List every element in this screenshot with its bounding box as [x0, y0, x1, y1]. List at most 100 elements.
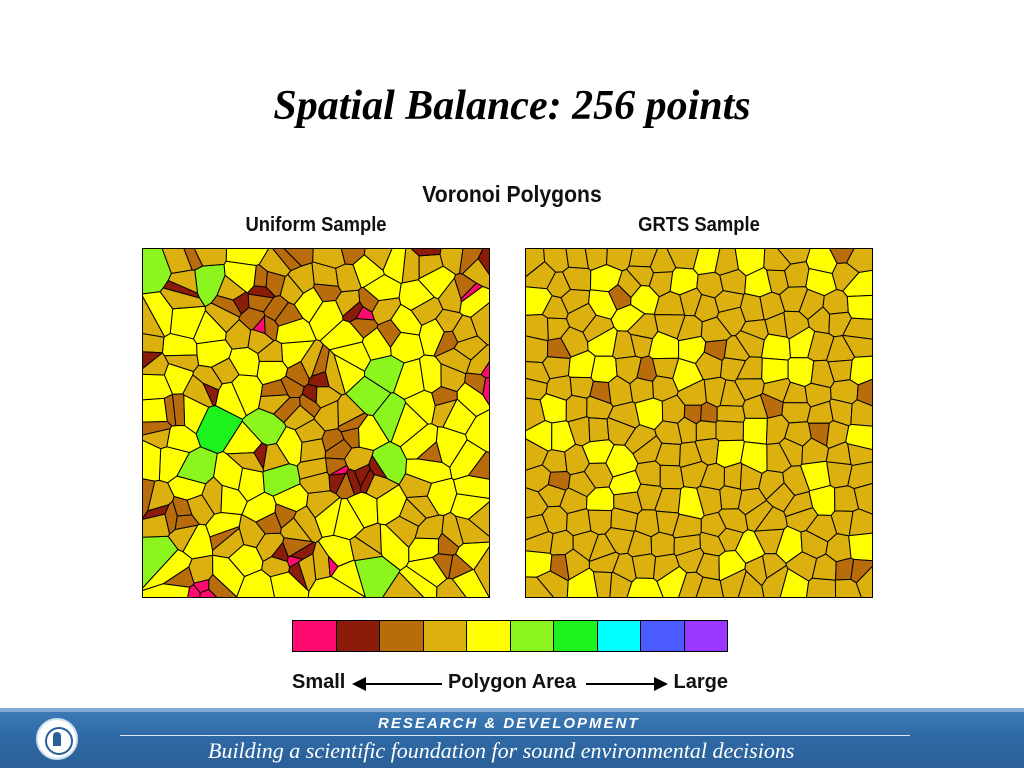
voronoi-cell	[163, 354, 200, 373]
voronoi-cell	[192, 309, 227, 345]
voronoi-cell	[452, 314, 478, 343]
voronoi-cell	[454, 515, 490, 545]
voronoi-cell	[257, 339, 284, 362]
voronoi-cell	[456, 381, 490, 418]
scale-swatch	[293, 621, 337, 651]
voronoi-cell	[279, 273, 305, 306]
voronoi-cell	[398, 279, 436, 311]
voronoi-cell	[408, 537, 440, 563]
footer-divider	[120, 735, 910, 736]
voronoi-cell	[473, 545, 490, 598]
grts-voronoi-map	[525, 248, 873, 598]
voronoi-cell	[241, 407, 287, 446]
map-border	[142, 248, 490, 598]
voronoi-cell	[223, 260, 257, 294]
voronoi-cell	[409, 248, 442, 257]
voronoi-cell	[805, 577, 837, 598]
voronoi-cell	[274, 503, 298, 530]
scale-swatch	[467, 621, 511, 651]
uniform-voronoi-map	[142, 248, 490, 598]
voronoi-cell	[269, 571, 310, 598]
voronoi-cell	[848, 532, 873, 562]
voronoi-cell	[167, 269, 199, 295]
agency-seal-icon	[36, 718, 78, 760]
footer-tagline: Building a scientific foundation for sou…	[208, 738, 795, 763]
voronoi-cell	[159, 287, 206, 310]
voronoi-cell	[346, 491, 379, 529]
voronoi-cell	[848, 508, 873, 537]
voronoi-cell	[631, 553, 657, 580]
scale-swatch	[510, 621, 554, 651]
uniform-voronoi-svg	[142, 248, 490, 598]
polygon-area-color-scale	[292, 620, 728, 652]
polygon-area-caption: Small Polygon Area Large	[292, 671, 728, 699]
voronoi-cell	[436, 577, 468, 598]
voronoi-cell	[293, 505, 323, 544]
voronoi-cell	[404, 458, 453, 484]
large-label: Large	[673, 671, 728, 693]
map-border	[525, 248, 873, 598]
voronoi-cell	[855, 565, 873, 598]
voronoi-cell	[299, 393, 322, 419]
voronoi-cell	[210, 294, 243, 318]
voronoi-cell	[300, 339, 324, 380]
voronoi-cell	[142, 583, 191, 598]
voronoi-cell	[659, 464, 685, 490]
scale-swatch	[336, 621, 380, 651]
voronoi-cell	[325, 457, 348, 477]
scale-swatch	[684, 621, 727, 651]
voronoi-cell	[372, 392, 407, 443]
footer-banner: RESEARCH & DEVELOPMENT Building a scient…	[0, 708, 1024, 768]
voronoi-cell	[205, 511, 242, 538]
voronoi-cell	[695, 420, 717, 442]
scale-swatch	[597, 621, 641, 651]
voronoi-cell	[299, 438, 327, 463]
scale-swatch	[554, 621, 598, 651]
voronoi-cell	[142, 397, 168, 423]
uniform-sample-label: Uniform Sample	[245, 214, 387, 236]
voronoi-cell	[260, 379, 289, 397]
voronoi-cell	[227, 543, 264, 578]
grts-voronoi-svg	[525, 248, 873, 598]
voronoi-cell	[376, 483, 408, 526]
voronoi-cell	[381, 571, 425, 598]
grts-sample-label: GRTS Sample	[638, 214, 760, 236]
voronoi-cell	[716, 404, 746, 423]
voronoi-cell	[841, 334, 873, 358]
voronoi-cell	[274, 301, 304, 327]
voronoi-cell	[371, 441, 408, 486]
scale-swatch	[641, 621, 685, 651]
voronoi-cell	[431, 399, 458, 428]
arrow-left-icon	[352, 677, 442, 691]
voronoi-cell	[742, 417, 768, 445]
voronoi-cell	[723, 462, 743, 490]
voronoi-cell	[405, 495, 440, 519]
voronoi-cell	[208, 573, 238, 598]
voronoi-cell	[319, 319, 365, 351]
footer-strip	[0, 708, 1024, 712]
voronoi-cell	[333, 498, 365, 541]
voronoi-cell	[760, 333, 792, 361]
voronoi-cell	[142, 420, 173, 436]
voronoi-cell	[262, 442, 290, 473]
polygon-area-label: Polygon Area	[448, 671, 577, 693]
voronoi-cell	[330, 559, 367, 598]
voronoi-cell	[565, 248, 590, 270]
voronoi-cell	[650, 531, 675, 558]
voronoi-cell	[142, 332, 165, 354]
small-label: Small	[292, 671, 346, 693]
figure-title: Voronoi Polygons	[422, 181, 602, 207]
voronoi-cell	[247, 293, 275, 313]
voronoi-cell	[213, 450, 244, 491]
voronoi-cell	[460, 282, 484, 303]
voronoi-cell	[715, 420, 745, 442]
voronoi-cell	[328, 472, 347, 495]
arrow-right-icon	[586, 677, 668, 691]
voronoi-cell	[850, 399, 873, 427]
slide-title: Spatial Balance: 256 points	[273, 83, 751, 129]
voronoi-cell	[358, 286, 380, 313]
voronoi-cell	[477, 248, 490, 277]
voronoi-cell	[846, 294, 873, 320]
voronoi-cell	[142, 503, 170, 520]
voronoi-cell	[588, 417, 610, 443]
